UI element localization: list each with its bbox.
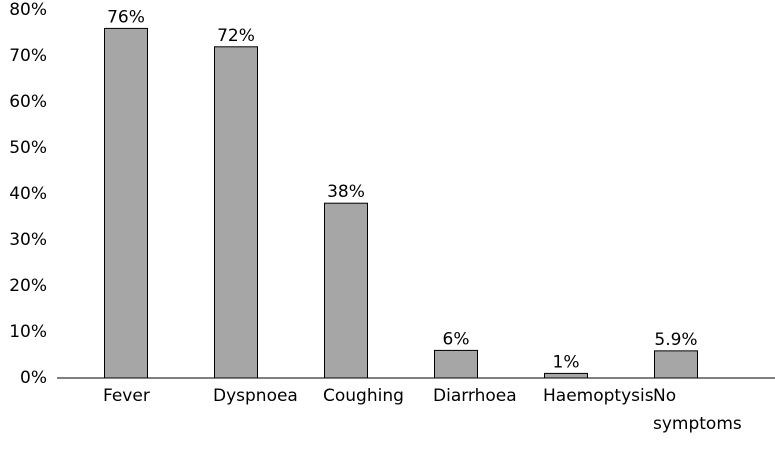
y-tick-label: 50%: [9, 138, 47, 158]
bar: [104, 27, 148, 379]
value-label: 5.9%: [654, 330, 697, 350]
value-label: 38%: [327, 182, 365, 202]
value-label: 76%: [107, 7, 145, 27]
bar: [544, 372, 588, 379]
y-tick-label: 0%: [20, 368, 47, 388]
bar: [214, 46, 258, 379]
y-tick-label: 70%: [9, 46, 47, 66]
y-tick-label: 20%: [9, 276, 47, 296]
x-tick-label: Fever: [103, 386, 150, 406]
x-tick-label: Dyspnoea: [213, 386, 298, 406]
y-tick-label: 30%: [9, 230, 47, 250]
value-label: 1%: [553, 352, 580, 372]
bar: [654, 350, 698, 379]
value-label: 6%: [443, 329, 470, 349]
x-tick-label: Haemoptysis: [543, 386, 654, 406]
y-tick-label: 40%: [9, 184, 47, 204]
x-tick-label: Coughing: [323, 386, 404, 406]
value-label: 72%: [217, 26, 255, 46]
y-tick-label: 10%: [9, 322, 47, 342]
y-tick-label: 80%: [9, 0, 47, 20]
x-tick-label: Diarrhoea: [433, 386, 517, 406]
bar: [434, 349, 478, 379]
x-tick-label: No symptoms: [653, 386, 742, 434]
bar: [324, 202, 368, 379]
y-tick-label: 60%: [9, 92, 47, 112]
